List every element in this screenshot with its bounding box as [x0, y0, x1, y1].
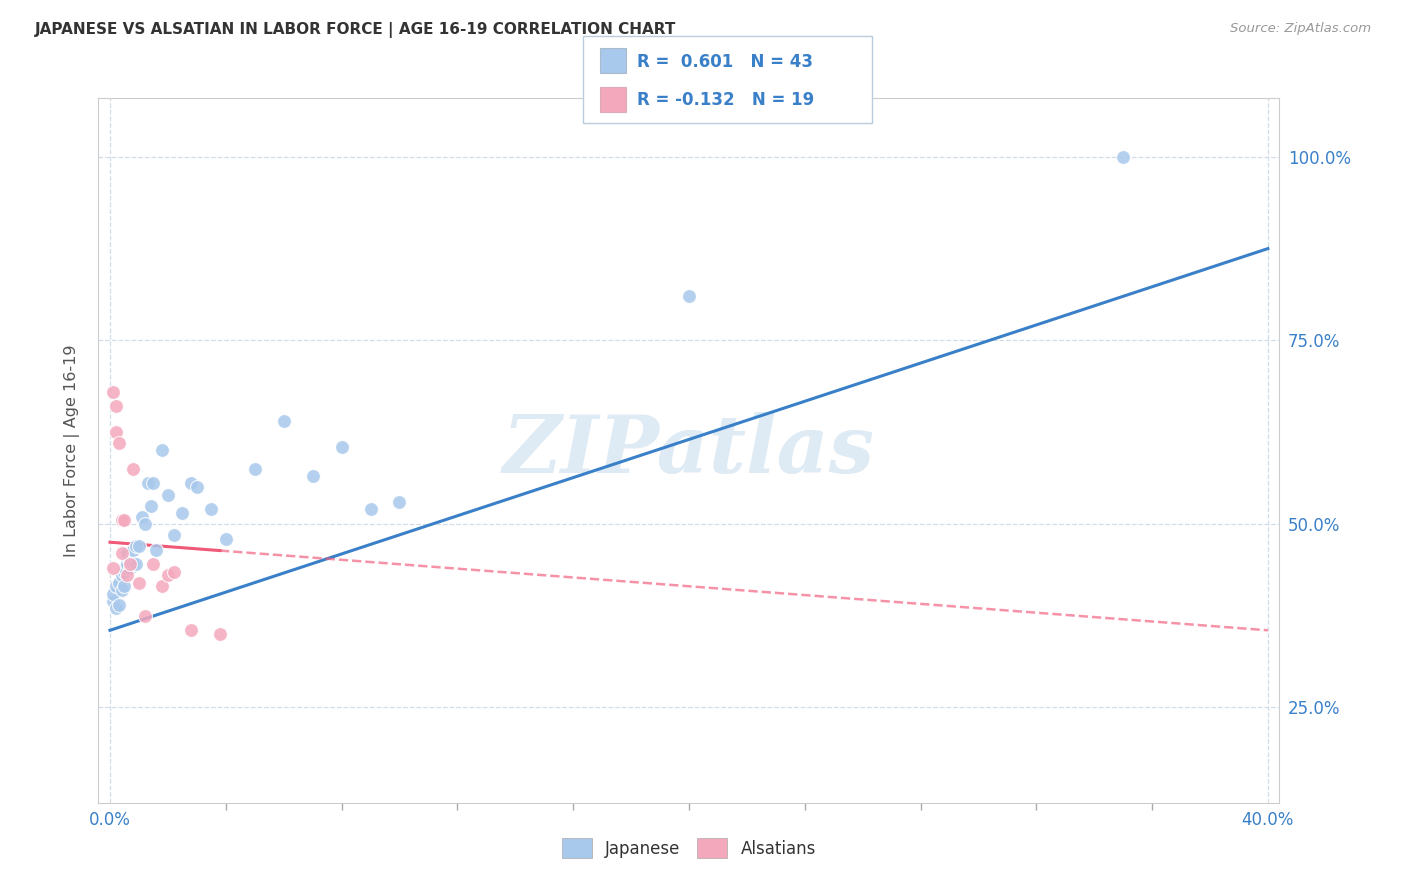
Point: [200, 502, 222, 516]
Point: [104, 425, 127, 439]
Point: [172, 506, 194, 520]
Point: [114, 561, 136, 575]
Text: Source: ZipAtlas.com: Source: ZipAtlas.com: [1230, 22, 1371, 36]
Point: [117, 549, 139, 564]
Point: [139, 499, 162, 513]
Text: JAPANESE VS ALSATIAN IN LABOR FORCE | AGE 16-19 CORRELATION CHART: JAPANESE VS ALSATIAN IN LABOR FORCE | AG…: [35, 22, 676, 38]
Point: [330, 440, 353, 454]
Point: [131, 509, 153, 524]
Point: [134, 608, 156, 623]
Point: [107, 436, 129, 450]
Point: [125, 558, 148, 572]
Point: [122, 462, 145, 476]
Point: [186, 480, 208, 494]
Point: [215, 532, 238, 546]
Point: [142, 558, 165, 572]
Point: [120, 561, 142, 575]
Point: [388, 495, 411, 509]
Legend: Japanese, Alsatians: Japanese, Alsatians: [555, 831, 823, 865]
Text: R =  0.601   N = 43: R = 0.601 N = 43: [637, 54, 813, 71]
Point: [125, 539, 148, 553]
Point: [136, 476, 159, 491]
Point: [273, 414, 295, 428]
Point: [243, 462, 266, 476]
Point: [360, 502, 382, 516]
Point: [301, 469, 323, 483]
Point: [117, 558, 139, 572]
Point: [114, 579, 136, 593]
Point: [120, 558, 142, 572]
Point: [107, 575, 129, 590]
Point: [156, 568, 179, 582]
Point: [122, 558, 145, 572]
Point: [122, 542, 145, 557]
Point: [128, 539, 150, 553]
Point: [180, 476, 202, 491]
Point: [110, 568, 132, 582]
Point: [114, 565, 136, 579]
Point: [101, 384, 124, 399]
Point: [101, 561, 124, 575]
Point: [163, 565, 186, 579]
Point: [128, 575, 150, 590]
Point: [678, 289, 700, 303]
Point: [142, 476, 165, 491]
Point: [117, 568, 139, 582]
Text: R = -0.132   N = 19: R = -0.132 N = 19: [637, 91, 814, 109]
Point: [163, 528, 186, 542]
Point: [180, 624, 202, 638]
Point: [150, 443, 173, 458]
Point: [104, 579, 127, 593]
Point: [120, 553, 142, 567]
Y-axis label: In Labor Force | Age 16-19: In Labor Force | Age 16-19: [63, 344, 80, 557]
Point: [104, 400, 127, 414]
Point: [101, 594, 124, 608]
Point: [134, 516, 156, 531]
Point: [110, 513, 132, 527]
Point: [110, 582, 132, 597]
Point: [1112, 150, 1135, 164]
Point: [208, 627, 231, 641]
Point: [101, 586, 124, 600]
Point: [117, 546, 139, 560]
Point: [110, 546, 132, 560]
Point: [156, 487, 179, 501]
Point: [114, 513, 136, 527]
Point: [104, 601, 127, 615]
Point: [107, 598, 129, 612]
Point: [145, 542, 167, 557]
Text: ZIPatlas: ZIPatlas: [503, 412, 875, 489]
Point: [150, 579, 173, 593]
